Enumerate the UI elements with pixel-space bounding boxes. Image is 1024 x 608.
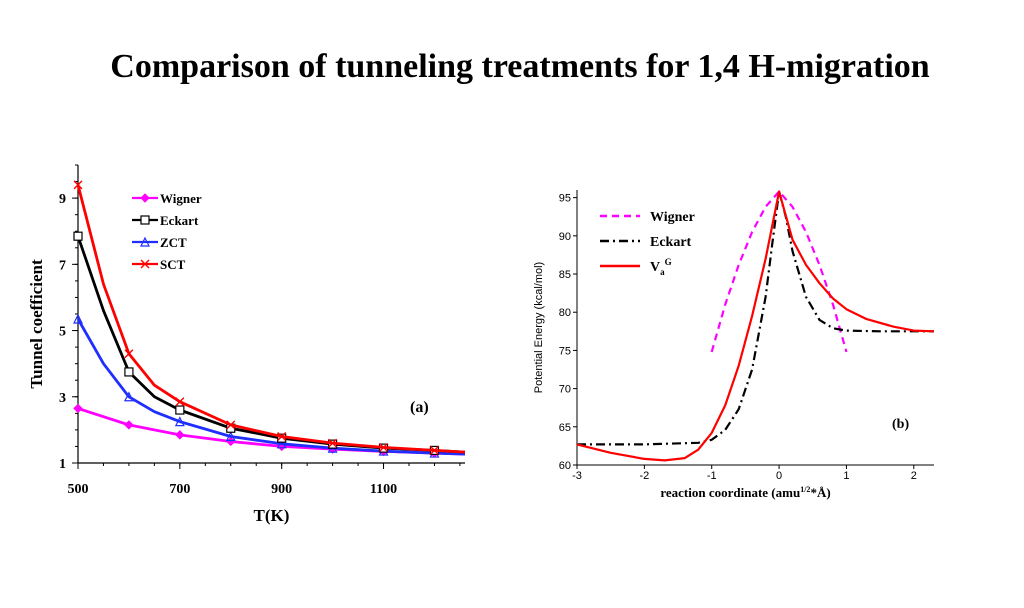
data-point-wigner: [124, 420, 134, 430]
legend-marker-wigner: [140, 193, 150, 203]
data-point-eckart: [175, 405, 185, 415]
y-tick-label: 75: [559, 345, 571, 357]
data-point-zct: [225, 431, 236, 442]
data-point-zct: [174, 416, 185, 427]
x-axis-label-end: *Å): [810, 485, 830, 500]
y-tick-label: 5: [59, 325, 66, 340]
y-tick-label: 3: [59, 391, 66, 406]
series-line-eckart: [76, 235, 466, 454]
data-point-wigner: [175, 430, 185, 440]
y-axis-label: Tunnel coefficient: [27, 259, 46, 389]
series-line-eckart: [577, 190, 934, 446]
legend-label-eckart: Eckart: [160, 213, 199, 228]
x-tick-label: 0: [776, 470, 782, 482]
y-tick-label: 9: [59, 192, 66, 207]
data-point-sct: [328, 438, 338, 448]
x-tick-label: 1: [843, 470, 849, 482]
legend-marker-zct: [140, 236, 150, 247]
data-point-sct: [429, 445, 439, 455]
chart-a-tunnel-coefficient: 1 3 5 7 9 500 700 900 1100 T(K) Tunnel coefficient…: [20, 160, 480, 540]
y-tick-label: 80: [559, 307, 571, 319]
x-tick-label: 900: [271, 482, 292, 497]
data-point-sct: [277, 432, 287, 442]
legend-label-main: Wigner: [650, 210, 695, 225]
chart-b-svg: 60 65 70 75 80 85 90 95 -3 -2 -1 0 1 2 reaction coordi…: [533, 190, 935, 500]
series-line-wigner: [77, 407, 466, 456]
y-tick-label: 90: [559, 231, 571, 243]
y-tick-label: 60: [559, 460, 571, 472]
data-point-sct: [124, 349, 134, 359]
chart-a-svg: 1 3 5 7 9 500 700 900 1100 T(K) Tunnel coefficient…: [27, 164, 466, 525]
legend-label-wigner: Wigner: [650, 210, 695, 225]
data-point-eckart: [73, 231, 83, 241]
x-tick-label: 500: [68, 482, 89, 497]
x-tick-label: -2: [639, 470, 649, 482]
chart-b-potential-energy: 60 65 70 75 80 85 90 95 -3 -2 -1 0 1 2 reaction coordi…: [520, 180, 950, 510]
y-axis-label: Potential Energy (kcal/mol): [533, 262, 545, 393]
x-tick-label: 1100: [370, 482, 397, 497]
y-tick-label: 85: [559, 269, 571, 281]
series-line-zct: [76, 318, 466, 456]
legend-label-vag: VaG: [650, 257, 672, 277]
legend-label-zct: ZCT: [160, 235, 187, 250]
series-line-wigner: [710, 190, 848, 353]
legend-label-main: Eckart: [650, 235, 692, 250]
legend-label-eckart: Eckart: [650, 235, 692, 250]
x-axis-label: T(K): [254, 506, 290, 525]
legend-label-sub: a: [660, 267, 665, 277]
panel-label: (b): [892, 417, 909, 432]
legend-marker-sct: [140, 259, 150, 269]
x-tick-label: -1: [707, 470, 717, 482]
legend-label-wigner: Wigner: [160, 191, 202, 206]
legend-label-sct: SCT: [160, 257, 186, 272]
panel-label: (a): [410, 399, 429, 416]
data-point-eckart: [124, 367, 134, 377]
data-point-sct: [175, 397, 185, 407]
x-tick-label: 700: [169, 482, 190, 497]
data-point-wigner: [73, 403, 83, 414]
series-line-vag: [576, 190, 935, 462]
y-tick-label: 95: [559, 193, 571, 205]
legend-marker-eckart: [140, 215, 150, 225]
data-point-zct: [276, 438, 287, 449]
legend-label-sup: G: [665, 257, 672, 267]
x-axis-label-main: reaction coordinate (amu: [660, 485, 800, 500]
data-point-sct: [379, 442, 389, 452]
data-point-zct: [123, 391, 134, 402]
x-axis-label-sup: 1/2: [800, 485, 810, 494]
data-point-sct: [226, 420, 236, 430]
x-tick-label: 2: [911, 470, 917, 482]
y-tick-label: 7: [59, 258, 66, 273]
series-line-sct: [76, 184, 466, 454]
page-title: Comparison of tunneling treatments for 1…: [110, 48, 930, 85]
y-tick-label: 65: [559, 422, 571, 434]
y-tick-label: 70: [559, 384, 571, 396]
data-point-sct: [73, 180, 83, 190]
x-axis-label: reaction coordinate (amu1/2*Å): [660, 485, 830, 500]
legend-label-main: V: [650, 260, 660, 275]
x-tick-label: -3: [572, 470, 582, 482]
y-tick-label: 1: [59, 457, 66, 472]
data-point-zct: [73, 313, 83, 324]
